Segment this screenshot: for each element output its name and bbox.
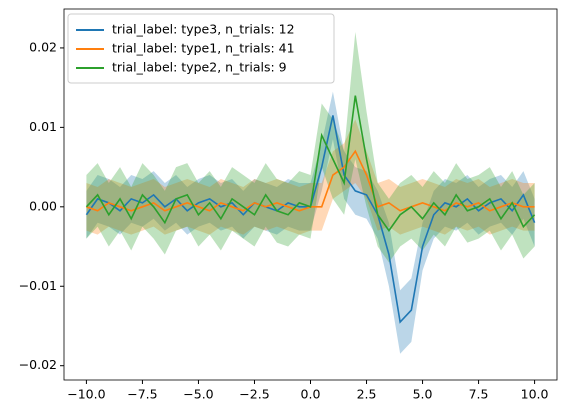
series-line [85, 95, 536, 233]
x-tick-label: −10.0 [67, 387, 105, 402]
x-tick-label: 2.5 [357, 387, 377, 402]
y-tick-label: −0.01 [19, 278, 57, 293]
y-tick-label: 0.00 [29, 198, 57, 213]
legend-label: trial_label: type1, n_trials: 41 [112, 41, 295, 56]
plot-area [85, 32, 536, 354]
x-tick-label: −5.0 [183, 387, 213, 402]
y-tick-label: −0.02 [19, 357, 57, 372]
x-tick-label: 10.0 [521, 387, 549, 402]
x-tick-label: 5.0 [413, 387, 433, 402]
legend-label: trial_label: type3, n_trials: 12 [112, 22, 295, 37]
x-tick-label: 7.5 [469, 387, 489, 402]
x-tick-label: 0.0 [301, 387, 321, 402]
error-band [86, 119, 535, 235]
error-band [86, 32, 535, 263]
error-band [86, 91, 535, 354]
y-tick-label: 0.02 [29, 39, 57, 54]
legend-label: trial_label: type2, n_trials: 9 [112, 60, 287, 75]
x-tick-label: −7.5 [127, 387, 157, 402]
x-tick-label: −2.5 [239, 387, 269, 402]
y-tick-label: 0.01 [29, 119, 57, 134]
legend-box [67, 13, 335, 84]
